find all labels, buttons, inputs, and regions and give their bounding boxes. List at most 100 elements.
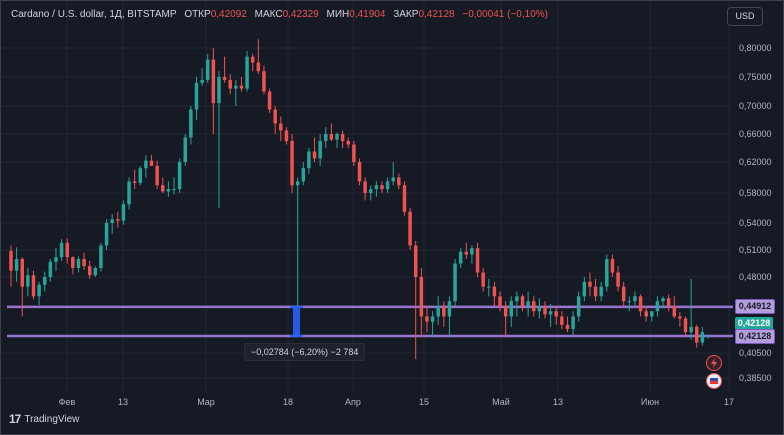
time-tick-label: 13: [553, 397, 563, 407]
candle-body: [295, 181, 300, 186]
candle-body: [149, 160, 154, 166]
candle-body: [31, 275, 36, 297]
lightning-icon[interactable]: [706, 355, 722, 371]
candle-body: [48, 261, 53, 277]
candle-body: [666, 298, 671, 306]
price-tick-label: 0,40500: [739, 348, 772, 358]
candle-body: [683, 318, 688, 333]
tradingview-logo[interactable]: 17 TradingView: [9, 412, 79, 426]
price-tick-label: 0,38500: [739, 373, 772, 383]
candle-body: [644, 311, 648, 317]
candle-body: [616, 272, 620, 287]
candle-body: [588, 281, 592, 287]
candle-body: [447, 301, 452, 317]
candle-body: [661, 298, 665, 302]
price-tick-label: 0,70000: [739, 101, 772, 111]
price-tick-label: 0,62000: [739, 157, 772, 167]
time-tick-label: 17: [724, 397, 734, 407]
candle-body: [436, 306, 440, 317]
candle-body: [695, 326, 699, 343]
candle-body: [346, 141, 351, 145]
lower-line-price-tag: 0,42128: [735, 329, 775, 344]
candle-body: [520, 296, 525, 306]
candle-body: [470, 248, 474, 255]
candle-body: [481, 272, 485, 287]
candle-body: [560, 316, 564, 325]
candle-body: [492, 286, 497, 297]
candle-body: [638, 296, 643, 312]
candle-body: [189, 109, 193, 138]
candle-body: [385, 181, 390, 190]
open-label: ОТКР: [184, 9, 211, 20]
upper-line-price-tag: 0,44912: [735, 299, 775, 314]
price-tick-label: 0,75000: [739, 72, 772, 82]
candle-body: [250, 56, 255, 63]
currency-button[interactable]: USD: [727, 7, 763, 26]
candle-body: [650, 311, 654, 317]
candle-body: [82, 259, 86, 267]
candle-body: [571, 316, 575, 329]
candle-body: [413, 245, 418, 277]
brand-name: TradingView: [24, 413, 80, 425]
candle-body: [42, 277, 47, 285]
candle-body: [59, 242, 64, 258]
candle-body: [548, 311, 553, 315]
flag-icon[interactable]: [706, 373, 722, 389]
candle-body: [576, 296, 581, 317]
chart-grid: [1, 1, 731, 393]
time-tick-label: 18: [283, 397, 293, 407]
open-value: 0,42092: [210, 9, 247, 20]
time-tick-label: Май: [492, 397, 510, 407]
candle-body: [194, 82, 199, 110]
price-tick-label: 0,51000: [739, 245, 772, 255]
candle-body: [537, 306, 542, 312]
time-axis: Фев 13 Мар 18 Апр 15 Май 13 Июн 17: [59, 397, 734, 407]
candle-body: [391, 177, 395, 182]
time-tick-label: Фев: [59, 397, 76, 407]
time-tick-label: Июн: [641, 397, 659, 407]
price-tick-label: 0,80000: [739, 43, 772, 53]
candle-body: [655, 301, 660, 312]
candle-body: [706, 336, 710, 338]
candle-body: [425, 316, 429, 322]
candle-body: [301, 168, 306, 182]
candle-body: [183, 137, 187, 162]
candle-body: [65, 242, 69, 258]
candle-body: [543, 306, 547, 315]
candle-body: [177, 162, 182, 190]
candle-body: [419, 277, 424, 317]
candle-body: [54, 257, 58, 262]
candle-body: [599, 286, 603, 297]
symbol-name[interactable]: Cardano / U.S. dollar, 1Д, BITSTAMP: [11, 9, 177, 20]
price-tick-label: 0,58000: [739, 188, 772, 198]
symbol-legend: Cardano / U.S. dollar, 1Д, BITSTAMP ОТКР…: [11, 9, 548, 20]
horizontal-levels: [7, 305, 733, 338]
candle-body: [99, 245, 103, 268]
candle-body: [565, 324, 570, 329]
measure-tool: [290, 305, 303, 337]
candle-body: [262, 71, 266, 92]
candle-body: [475, 248, 480, 273]
candle-body: [37, 284, 41, 297]
candle-body: [633, 296, 637, 302]
candle-body: [352, 144, 356, 162]
candle-body: [26, 275, 30, 287]
price-tick-label: 0,54000: [739, 218, 772, 228]
candle-body: [582, 281, 587, 297]
candle-body: [340, 134, 345, 141]
candle-body: [200, 79, 204, 83]
candle-body: [93, 268, 98, 276]
candle-body: [239, 85, 244, 89]
measure-bar: [293, 306, 300, 336]
candle-body: [267, 91, 272, 110]
last-price-tag: 0,42128: [735, 317, 773, 330]
candle-body: [430, 316, 435, 322]
candle-body: [284, 130, 289, 141]
low-value: 0,41904: [349, 9, 386, 20]
candle-body: [593, 286, 598, 297]
candle-body: [368, 189, 373, 193]
candle-body: [161, 185, 165, 192]
candle-body: [121, 204, 126, 221]
